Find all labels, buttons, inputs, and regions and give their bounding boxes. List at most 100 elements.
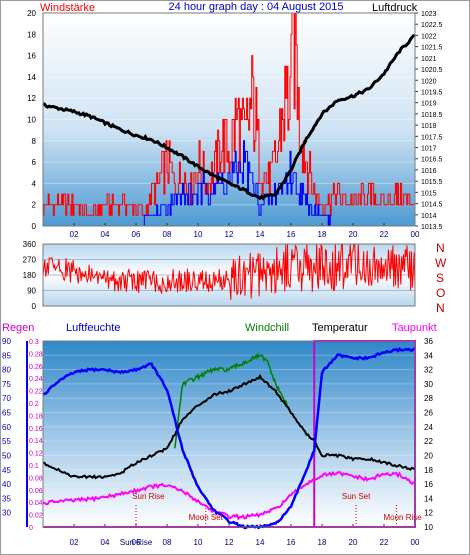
- direction-tick-label: 360: [23, 240, 37, 249]
- temperature-tick-label: 22: [424, 437, 433, 446]
- windchill-line: [174, 352, 292, 449]
- direction-label-n-bottom: N: [436, 301, 445, 315]
- pressure-tick-label: 1022: [421, 33, 437, 40]
- x-tick-label: 14: [256, 538, 265, 547]
- temperature-tick-label: 24: [424, 423, 433, 432]
- direction-label-n-top: N: [436, 241, 445, 255]
- humidity-tick-label: 35: [2, 494, 11, 503]
- pressure-tick-label: 1016.5: [421, 157, 443, 164]
- pressure-axis-title: Luftdruck: [372, 2, 418, 14]
- rain-tick-label: 0.08: [29, 475, 43, 482]
- x-tick-label: 08: [163, 538, 172, 547]
- wind-pressure-plot-area: [43, 13, 415, 226]
- wind-axis-title: Windstärke: [40, 2, 95, 14]
- temperature-tick-label: 14: [424, 494, 433, 503]
- wind-tick-label: 8: [32, 137, 37, 146]
- direction-tick-label: 180: [23, 271, 37, 280]
- direction-tick-label: 90: [27, 287, 36, 296]
- pressure-tick-label: 1021: [421, 56, 437, 63]
- sun-rise-label: Sun Rise: [132, 492, 165, 501]
- pressure-tick-label: 1021.5: [421, 45, 443, 52]
- x-tick-label: 04: [101, 538, 110, 547]
- x-tick-label: 22: [380, 538, 389, 547]
- x-tick-label: 18: [318, 538, 327, 547]
- wind-tick-label: 16: [27, 52, 36, 61]
- rain-tick-label: 0.2: [29, 401, 39, 408]
- pressure-tick-label: 1017: [421, 146, 437, 153]
- temperature-tick-label: 30: [424, 380, 433, 389]
- pressure-tick-label: 1019.5: [421, 89, 443, 96]
- pressure-tick-label: 1015: [421, 190, 437, 197]
- humidity-tick-label: 55: [2, 437, 11, 446]
- rain-tick-label: 0.16: [29, 426, 43, 433]
- humidity-tick-label: 75: [2, 380, 11, 389]
- pressure-tick-label: 1016: [421, 168, 437, 175]
- rain-tick-label: 0.24: [29, 376, 43, 383]
- graph-title: 24 hour graph day : 04 August 2015: [169, 1, 344, 13]
- rain-tick-label: 0.18: [29, 413, 43, 420]
- pressure-tick-label: 1023: [421, 11, 437, 18]
- wind-direction-line: [42, 243, 416, 300]
- wind-tick-label: 20: [27, 9, 36, 18]
- pressure-tick-label: 1020.5: [421, 67, 443, 74]
- rain-tick-label: 0.14: [29, 438, 43, 445]
- humidity-tick-label: 65: [2, 409, 11, 418]
- x-tick-label: 02: [70, 538, 79, 547]
- humidity-tick-label: 80: [2, 366, 11, 375]
- legend-dewpoint: Taupunkt: [392, 322, 437, 334]
- humidity-tick-label: 70: [2, 394, 11, 403]
- rain-tick-label: 0.22: [29, 389, 43, 396]
- x-tick-label: 04: [101, 230, 110, 239]
- x-tick-label: 16: [287, 230, 296, 239]
- x-tick-label: 00: [411, 230, 420, 239]
- direction-tick-label: 270: [23, 256, 37, 265]
- direction-label-o: O: [436, 286, 445, 300]
- humidity-tick-label: 90: [2, 337, 11, 346]
- rain-tick-label: 0.1: [29, 463, 39, 470]
- rain-tick-label: 0: [29, 525, 33, 532]
- wind-tick-label: 10: [27, 116, 36, 125]
- rain-tick-label: 0.12: [29, 451, 43, 458]
- humidity-tick-label: 30: [2, 509, 11, 518]
- rain-tick-label: 0.3: [29, 339, 39, 346]
- temperature-tick-label: 18: [424, 466, 433, 475]
- x-tick-label: 10: [194, 538, 203, 547]
- x-tick-label: 06: [132, 230, 141, 239]
- humidity-tick-label: 85: [2, 351, 11, 360]
- pressure-tick-label: 1018.5: [421, 112, 443, 119]
- temperature-tick-label: 34: [424, 351, 433, 360]
- legend-temperature: Temperatur: [312, 322, 368, 334]
- temperature-tick-label: 26: [424, 409, 433, 418]
- wind-tick-label: 18: [27, 30, 36, 39]
- rain-tick-label: 0.06: [29, 488, 43, 495]
- pressure-tick-label: 1014.5: [421, 202, 443, 209]
- pressure-tick-label: 1020: [421, 78, 437, 85]
- humidity-tick-label: 60: [2, 423, 11, 432]
- x-tick-label: 20: [349, 538, 358, 547]
- wind-tick-label: 4: [32, 179, 37, 188]
- humidity-temperature-plot-area: [43, 341, 415, 527]
- humidity-tick-label: 50: [2, 451, 11, 460]
- direction-label-w: W: [435, 256, 447, 270]
- x-tick-label: 18: [318, 230, 327, 239]
- legend-humidity: Luftfeuchte: [66, 322, 120, 334]
- pressure-tick-label: 1018: [421, 123, 437, 130]
- x-tick-label: 12: [225, 538, 234, 547]
- x-tick-label: 22: [380, 230, 389, 239]
- wind-tick-label: 6: [32, 158, 37, 167]
- direction-label-s: S: [436, 271, 444, 285]
- temperature-tick-label: 16: [424, 480, 433, 489]
- temperature-tick-label: 28: [424, 394, 433, 403]
- x-tick-label: 08: [163, 230, 172, 239]
- pressure-tick-label: 1022.5: [421, 22, 443, 29]
- dewpoint-line: [42, 470, 416, 521]
- moon-rise-label: Moon Rise: [383, 513, 422, 522]
- x-tick-label: 12: [225, 230, 234, 239]
- humidity-temperature-frame: [42, 340, 416, 528]
- x-tick-label: 14: [256, 230, 265, 239]
- temperature-line: [42, 373, 416, 480]
- pressure-tick-label: 1013.5: [421, 224, 443, 231]
- legend-windchill: Windchill: [245, 322, 289, 334]
- x-tick-label: 10: [194, 230, 203, 239]
- x-tick-label: 06: [132, 538, 141, 547]
